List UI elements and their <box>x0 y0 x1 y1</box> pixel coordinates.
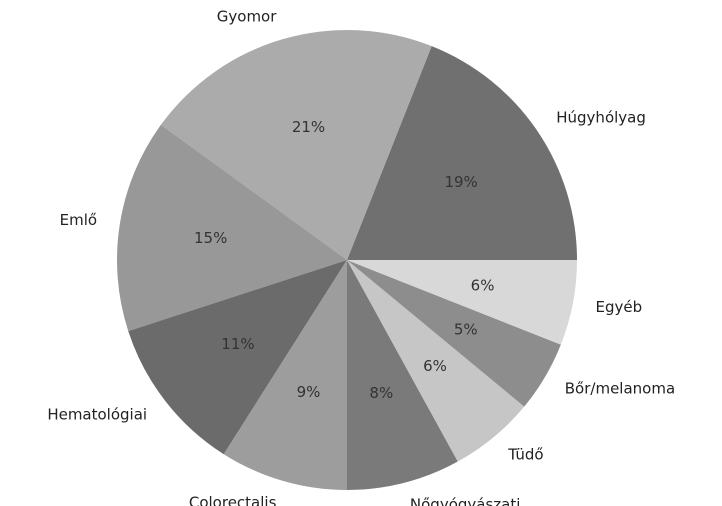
slice-percent: 5% <box>454 321 478 339</box>
pie-slice <box>347 46 577 260</box>
pie-slice <box>160 29 432 260</box>
slice-percent: 6% <box>471 276 495 294</box>
slice-label: Húgyhólyag <box>556 108 646 126</box>
slice-percent: 21% <box>292 118 325 136</box>
pie-slice <box>347 260 577 345</box>
slice-label: Nőgyógyászati <box>410 496 521 506</box>
pie-slice <box>128 260 347 455</box>
slice-percent: 6% <box>423 357 447 375</box>
slice-label: Egyéb <box>596 298 643 316</box>
slice-label: Hematológiai <box>47 406 147 424</box>
pie-slice <box>347 260 561 407</box>
slice-label: Colorectalis <box>189 493 277 506</box>
slice-label: Gyomor <box>217 8 277 26</box>
slice-percent: 9% <box>297 383 321 401</box>
pie-slice <box>347 260 525 462</box>
slice-label: Bőr/melanoma <box>565 379 675 397</box>
slice-percent: 15% <box>194 229 227 247</box>
slice-label: Tüdő <box>507 445 543 463</box>
pie-slice <box>347 260 458 490</box>
slice-percent: 19% <box>444 173 477 191</box>
slice-percent: 11% <box>221 335 254 353</box>
slice-percent: 8% <box>369 384 393 402</box>
pie-slice <box>223 260 347 490</box>
slice-label: Emlő <box>60 211 97 229</box>
pie-slice <box>117 124 347 332</box>
